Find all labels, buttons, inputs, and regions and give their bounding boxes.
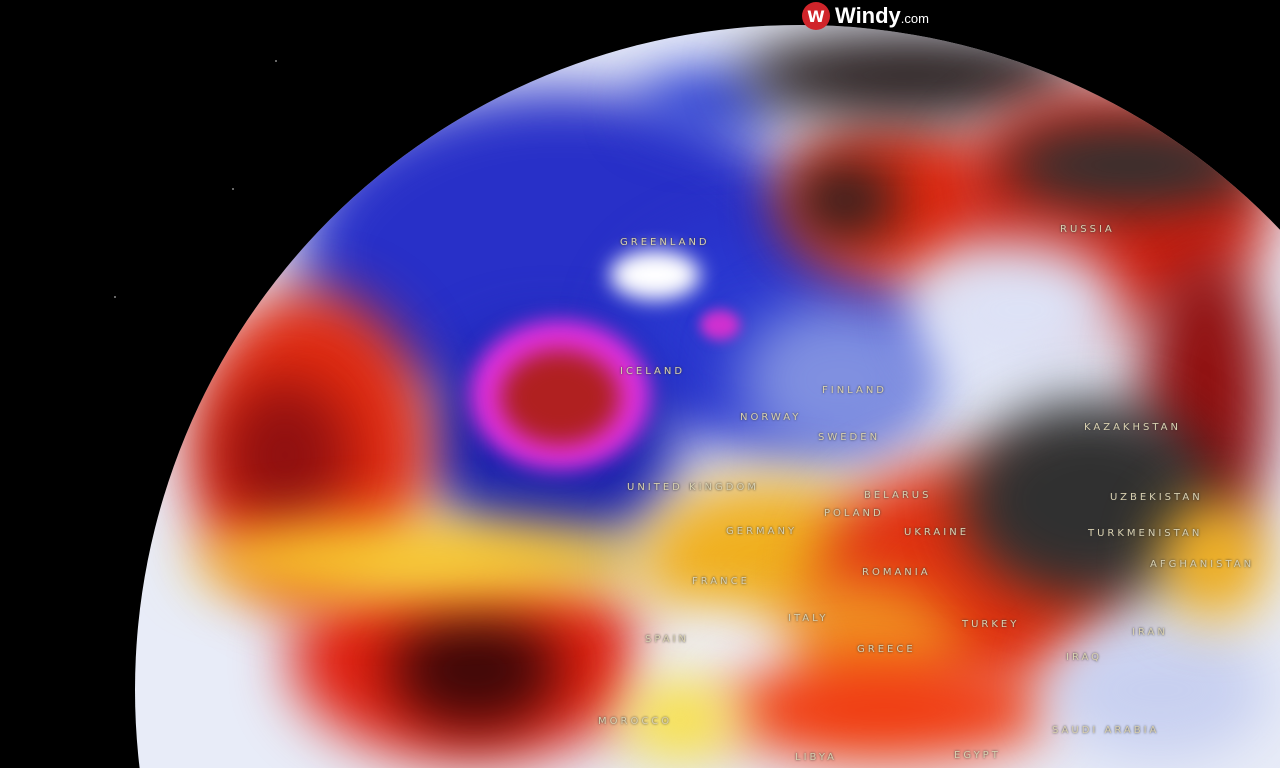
map-label: GREECE xyxy=(857,644,916,655)
brand-name-text: Windy xyxy=(835,3,901,28)
windy-logo[interactable]: W Windy.com xyxy=(802,2,929,30)
star xyxy=(232,188,234,190)
map-label: IRAN xyxy=(1132,627,1168,638)
map-label: LIBYA xyxy=(795,752,838,763)
map-label: FINLAND xyxy=(822,385,888,396)
map-label: FRANCE xyxy=(692,576,750,587)
map-label: RUSSIA xyxy=(1060,224,1115,235)
map-label: IRAQ xyxy=(1066,652,1103,663)
map-label: BELARUS xyxy=(864,490,932,501)
brand-suffix: .com xyxy=(900,11,929,26)
map-label: ICELAND xyxy=(620,366,686,377)
map-label: UKRAINE xyxy=(904,527,970,538)
map-label: SPAIN xyxy=(645,634,690,645)
map-label: GREENLAND xyxy=(620,237,710,248)
map-label: MOROCCO xyxy=(598,716,673,727)
map-label: TURKMENISTAN xyxy=(1088,528,1203,539)
map-label: UNITED KINGDOM xyxy=(627,482,759,493)
star xyxy=(275,60,277,62)
map-label: AFGHANISTAN xyxy=(1150,559,1255,570)
map-label: ITALY xyxy=(788,613,829,624)
map-label: SAUDI ARABIA xyxy=(1052,725,1160,736)
map-label: NORWAY xyxy=(740,412,802,423)
map-label: ROMANIA xyxy=(862,567,931,578)
map-label: POLAND xyxy=(824,508,884,519)
map-label: SWEDEN xyxy=(818,432,881,443)
brand-name: Windy.com xyxy=(835,3,929,29)
windy-logo-icon: W xyxy=(802,2,830,30)
map-label: EGYPT xyxy=(954,750,1001,761)
map-label: KAZAKHSTAN xyxy=(1084,422,1181,433)
map-label: TURKEY xyxy=(962,619,1020,630)
map-label: UZBEKISTAN xyxy=(1110,492,1203,503)
map-label: GERMANY xyxy=(726,526,798,537)
star xyxy=(114,296,116,298)
